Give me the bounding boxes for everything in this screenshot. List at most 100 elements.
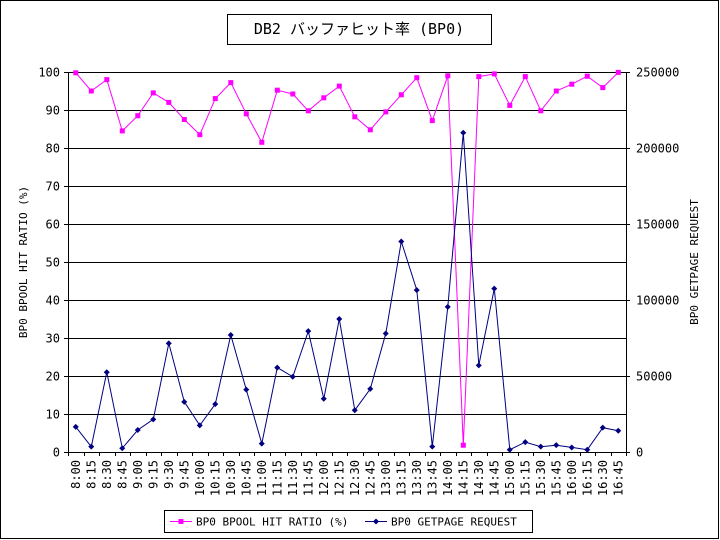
x-tick-label: 11:45 xyxy=(301,460,315,496)
data-point xyxy=(150,416,157,423)
x-tick-label: 16:30 xyxy=(596,460,610,496)
data-point xyxy=(398,92,404,98)
x-tick-label: 10:00 xyxy=(193,460,207,496)
legend-swatch-getpage-marker xyxy=(373,518,379,525)
y-left-tick-label: 50 xyxy=(46,256,60,270)
data-point xyxy=(444,303,451,310)
data-point xyxy=(382,330,389,337)
y-left-tick-label: 40 xyxy=(46,294,60,308)
y-left-tick-label: 60 xyxy=(46,218,60,232)
y-left-tick-label: 10 xyxy=(46,408,60,422)
data-point xyxy=(553,88,559,94)
data-point xyxy=(615,69,621,75)
data-point xyxy=(258,440,265,447)
y-left-tick-label: 80 xyxy=(46,142,60,156)
x-tick-label: 15:15 xyxy=(518,460,532,496)
data-point xyxy=(475,362,482,369)
data-point xyxy=(584,446,591,453)
y-left-tick-label: 0 xyxy=(53,446,60,460)
data-point xyxy=(321,95,327,101)
series-layer xyxy=(72,69,622,453)
data-point xyxy=(305,328,312,335)
chart-title: DB2 バッファヒット率 (BP0) xyxy=(254,20,464,38)
x-tick-label: 16:45 xyxy=(611,460,625,496)
y-left-tick-label: 20 xyxy=(46,370,60,384)
y-left-tick-label: 90 xyxy=(46,104,60,118)
x-tick-label: 13:30 xyxy=(410,460,424,496)
y-right-tick-label: 0 xyxy=(636,446,643,460)
data-point xyxy=(538,108,544,114)
y-right-tick-label: 100000 xyxy=(636,294,679,308)
y-left-tick-label: 70 xyxy=(46,180,60,194)
data-point xyxy=(212,96,218,102)
data-point xyxy=(119,445,126,452)
x-tick-label: 12:30 xyxy=(348,460,362,496)
series-1 xyxy=(72,129,622,453)
y-right-tick-label: 200000 xyxy=(636,142,679,156)
x-tick-label: 8:45 xyxy=(115,460,129,489)
x-tick-label: 12:45 xyxy=(363,460,377,496)
x-tick-label: 13:15 xyxy=(394,460,408,496)
legend: BP0 BPOOL HIT RATIO (%) BP0 GETPAGE REQU… xyxy=(164,510,533,533)
data-point xyxy=(600,85,606,91)
data-point xyxy=(134,426,141,433)
data-point xyxy=(445,73,451,79)
series-line xyxy=(75,72,619,446)
x-tick-label: 8:00 xyxy=(69,460,83,489)
data-point xyxy=(243,111,249,117)
data-point xyxy=(336,83,342,89)
x-tick-label: 14:30 xyxy=(472,460,486,496)
data-point xyxy=(568,444,575,451)
data-point xyxy=(351,407,358,414)
data-point xyxy=(429,443,436,450)
x-tick-label: 12:00 xyxy=(317,460,331,496)
data-point xyxy=(104,77,110,83)
data-point xyxy=(491,285,498,292)
data-point xyxy=(289,373,296,380)
data-point xyxy=(320,395,327,402)
y-right-tick-label: 50000 xyxy=(636,370,672,384)
x-tick-label: 11:00 xyxy=(255,460,269,496)
data-point xyxy=(227,331,234,338)
data-point xyxy=(181,117,187,122)
series-0 xyxy=(73,69,621,448)
data-point xyxy=(336,316,343,322)
data-point xyxy=(367,127,373,133)
data-point xyxy=(305,108,311,114)
data-point xyxy=(460,129,467,136)
x-tick-label: 13:00 xyxy=(379,460,393,496)
data-point xyxy=(522,439,529,446)
x-tick-label: 10:45 xyxy=(239,460,253,496)
data-point xyxy=(212,401,219,408)
x-tick-label: 16:00 xyxy=(565,460,579,496)
data-point xyxy=(135,113,141,119)
y-axis-right: 0 50000 100000 150000 200000 250000 xyxy=(626,66,679,460)
y-left-tick-label: 100 xyxy=(38,66,60,80)
title-frame xyxy=(227,14,492,45)
data-point xyxy=(88,443,95,450)
data-point xyxy=(522,74,528,80)
data-point xyxy=(460,442,466,448)
data-point xyxy=(506,446,513,453)
x-tick-label: 15:30 xyxy=(534,460,548,496)
x-tick-label: 15:00 xyxy=(503,460,517,496)
data-point xyxy=(383,109,389,115)
x-tick-label: 15:45 xyxy=(549,460,563,496)
series-line xyxy=(75,132,619,451)
data-point xyxy=(197,132,203,138)
data-point xyxy=(507,102,513,108)
x-tick-label: 11:15 xyxy=(270,460,284,496)
x-tick-label: 11:30 xyxy=(286,460,300,496)
data-point xyxy=(165,340,172,347)
y-axis-left-label: BP0 BPOOL HIT RATIO (%) xyxy=(17,186,30,338)
data-point xyxy=(414,75,420,81)
data-point xyxy=(73,70,79,76)
y-left-tick-label: 30 xyxy=(46,332,60,346)
x-tick-label: 10:30 xyxy=(224,460,238,496)
legend-label-hit-ratio: BP0 BPOOL HIT RATIO (%) xyxy=(196,516,348,529)
data-point xyxy=(537,443,544,450)
x-tick-label: 10:15 xyxy=(208,460,222,496)
data-point xyxy=(367,385,374,392)
legend-label-getpage: BP0 GETPAGE REQUEST xyxy=(391,516,517,529)
